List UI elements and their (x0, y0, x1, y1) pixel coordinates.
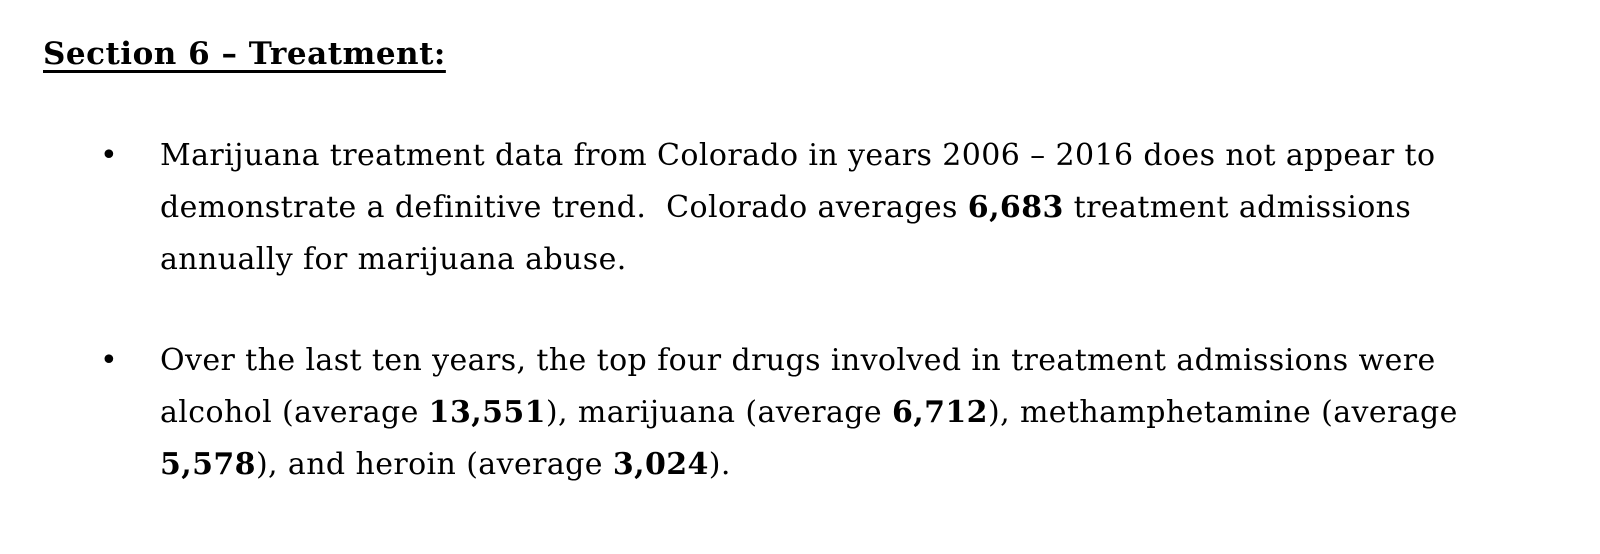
text-segment: treatment admissions (1063, 190, 1412, 225)
text-line: demonstrate a definitive trend. Colorado… (160, 182, 1560, 234)
text-segment: ), marijuana (average (545, 395, 893, 430)
bullet-text: Over the last ten years, the top four dr… (160, 335, 1560, 491)
stat-value: 6,683 (967, 190, 1064, 225)
text-line: annually for marijuana abuse. (160, 234, 1560, 286)
text-segment: ). (708, 447, 731, 482)
stat-value: 3,024 (612, 447, 709, 482)
bullet-marker-icon: • (100, 343, 118, 378)
text-line: Over the last ten years, the top four dr… (160, 335, 1560, 387)
text-segment: annually for marijuana abuse. (160, 242, 627, 277)
text-line: alcohol (average 13,551), marijuana (ave… (160, 387, 1560, 439)
text-segment: ), and heroin (average (255, 447, 613, 482)
bullet-text: Marijuana treatment data from Colorado i… (160, 130, 1560, 286)
stat-value: 6,712 (892, 395, 988, 430)
text-line: 5,578), and heroin (average 3,024). (160, 439, 1560, 491)
section-heading: Section 6 – Treatment: (43, 36, 446, 72)
bullet-marker-icon: • (100, 138, 118, 173)
text-segment: Over the last ten years, the top four dr… (160, 343, 1436, 378)
text-segment: Marijuana treatment data from Colorado i… (160, 138, 1436, 173)
text-segment: alcohol (average (160, 395, 429, 430)
text-line: Marijuana treatment data from Colorado i… (160, 130, 1560, 182)
text-segment: demonstrate a definitive trend. Colorado… (160, 190, 968, 225)
bullet-list: • Marijuana treatment data from Colorado … (100, 130, 1560, 491)
stat-value: 5,578 (160, 447, 256, 482)
bullet-item: • Marijuana treatment data from Colorado … (100, 130, 1560, 286)
bullet-item: • Over the last ten years, the top four d… (100, 335, 1560, 491)
text-segment: ), methamphetamine (average (987, 395, 1458, 430)
stat-value: 13,551 (428, 395, 546, 430)
